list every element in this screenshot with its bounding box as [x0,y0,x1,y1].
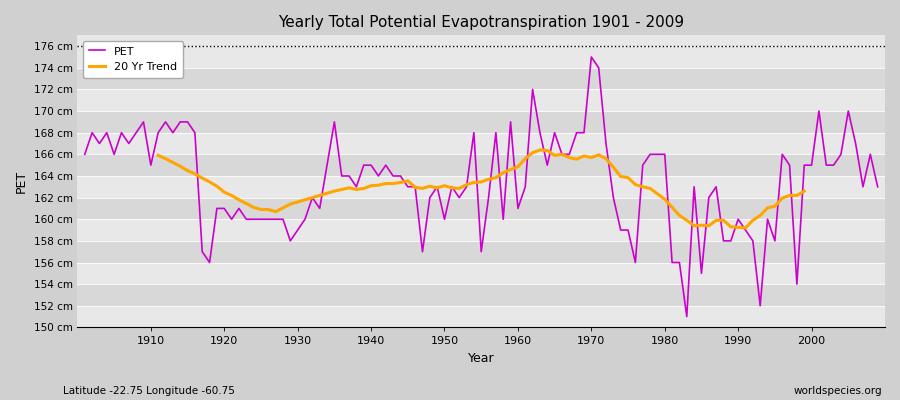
PET [79,152,90,157]
Bar [77,90,885,111]
PET [344,174,355,178]
Title: Yearly Total Potential Evapotranspiration 1901 - 2009: Yearly Total Potential Evapotranspiratio… [278,15,684,30]
Bar [77,154,885,176]
20 Yr Trend [505,167,516,172]
Bar [77,198,885,219]
Bar [77,176,885,198]
Bar [77,262,885,284]
Bar [77,111,885,133]
20 Yr Trend [512,164,523,169]
Legend: PET, 20 Yr Trend: PET, 20 Yr Trend [83,41,183,78]
PET [872,184,883,189]
Text: Latitude -22.75 Longitude -60.75: Latitude -22.75 Longitude -60.75 [63,386,235,396]
X-axis label: Year: Year [468,352,494,365]
Bar [77,219,885,241]
20 Yr Trend [600,156,611,161]
Text: worldspecies.org: worldspecies.org [794,386,882,396]
Bar [77,241,885,262]
PET [138,120,148,124]
Bar [77,46,885,68]
PET [300,217,310,222]
Bar [77,306,885,328]
Bar [77,284,885,306]
Line: PET: PET [85,57,878,316]
PET [586,54,597,59]
20 Yr Trend [344,186,355,190]
Line: 20 Yr Trend: 20 Yr Trend [158,150,805,228]
20 Yr Trend [300,197,310,202]
Y-axis label: PET: PET [15,170,28,193]
Bar [77,133,885,154]
PET [512,206,523,211]
PET [608,195,619,200]
PET [505,120,516,124]
PET [681,314,692,319]
Bar [77,68,885,90]
